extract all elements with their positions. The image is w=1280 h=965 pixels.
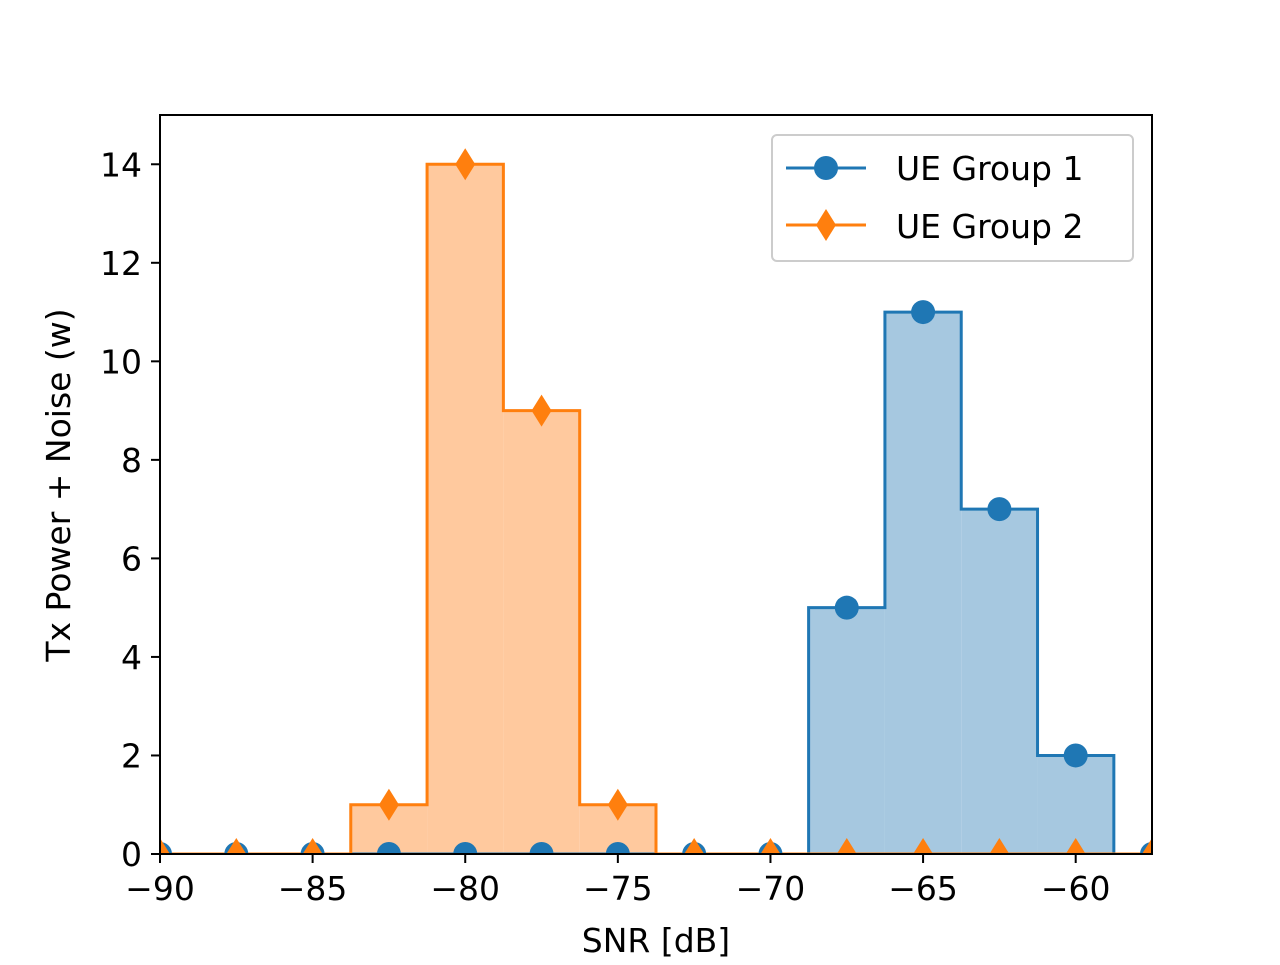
ue-group-1-point-3 <box>376 842 401 854</box>
markers-layer <box>160 148 1152 854</box>
y-tick-label-0: 0 <box>121 835 142 874</box>
axes-layer <box>159 114 1153 855</box>
ue-group-1-point-11 <box>987 497 1012 522</box>
legend-entry-ue-group-1 <box>786 156 866 180</box>
ue-group-2-step-line <box>160 162 1152 854</box>
ue-group-1-bar-10 <box>884 312 962 854</box>
y-tick-label-5: 10 <box>100 342 142 381</box>
steps-layer <box>160 162 1152 854</box>
ue-group-2-point-10 <box>913 838 934 854</box>
ue-group-1-point-5 <box>529 842 554 854</box>
ue-group-2-point-2 <box>302 838 323 854</box>
ue-group-2-point-9 <box>836 838 857 854</box>
legend-label-ue-group-1: UE Group 1 <box>896 149 1083 188</box>
ue-group-1-bar-9 <box>808 607 885 854</box>
ue-group-1-point-6 <box>605 842 630 854</box>
legend: UE Group 1 UE Group 2 <box>771 134 1134 262</box>
ue-group-1-bar-12 <box>1037 755 1114 854</box>
ue-group-2-point-11 <box>989 838 1010 854</box>
ue-group-2-point-3 <box>378 788 399 821</box>
y-tick-label-4: 8 <box>121 441 142 480</box>
x-tick-label-2: −80 <box>430 869 500 908</box>
ue-group-2-point-5 <box>531 394 552 427</box>
y-tick-label-2: 4 <box>121 638 142 677</box>
y-axis-label: Tx Power + Noise (w) <box>39 308 78 662</box>
ue-group-2-bar-5 <box>503 410 580 854</box>
y-tick-label-7: 14 <box>100 145 142 184</box>
legend-label-ue-group-2: UE Group 2 <box>896 207 1083 246</box>
ue-group-2-point-6 <box>607 788 628 821</box>
y-tick-label-1: 2 <box>121 736 142 775</box>
ue-group-1-point-4 <box>453 842 478 854</box>
ue-group-2-point-8 <box>760 838 781 854</box>
ue-group-2-point-4 <box>455 148 476 181</box>
x-tick-label-1: −85 <box>278 869 348 908</box>
ue-group-1-point-12 <box>1063 743 1088 768</box>
ue-group-2-point-7 <box>684 838 705 854</box>
ticks-layer: −90 −85 −80 −75 −70 −65 −60 0 2 4 6 8 10 12 14 <box>100 145 1111 908</box>
plot-frame <box>159 114 1153 855</box>
x-tick-label-6: −60 <box>1041 869 1111 908</box>
x-tick-label-4: −70 <box>736 869 806 908</box>
legend-marker-ue-group-2 <box>816 209 836 241</box>
ue-group-2-point-12 <box>1065 838 1086 854</box>
ue-group-2-point-13 <box>1142 838 1152 854</box>
legend-entry-ue-group-2 <box>786 209 866 241</box>
x-axis-label: SNR [dB] <box>582 921 730 960</box>
ue-group-2-point-1 <box>226 838 247 854</box>
y-tick-label-3: 6 <box>121 539 142 578</box>
y-tick-label-6: 12 <box>100 244 142 283</box>
x-tick-label-5: −65 <box>888 869 958 908</box>
legend-marker-ue-group-1 <box>814 156 838 180</box>
x-tick-label-0: −90 <box>125 869 195 908</box>
ue-group-2-point-0 <box>160 838 170 854</box>
ue-group-1-point-9 <box>834 595 859 620</box>
x-tick-label-3: −75 <box>583 869 653 908</box>
ue-group-1-bar-11 <box>961 509 1038 854</box>
ue-group-2-bar-4 <box>427 164 504 854</box>
ue-group-1-step-line <box>160 310 1152 854</box>
ue-group-1-point-10 <box>911 300 936 325</box>
